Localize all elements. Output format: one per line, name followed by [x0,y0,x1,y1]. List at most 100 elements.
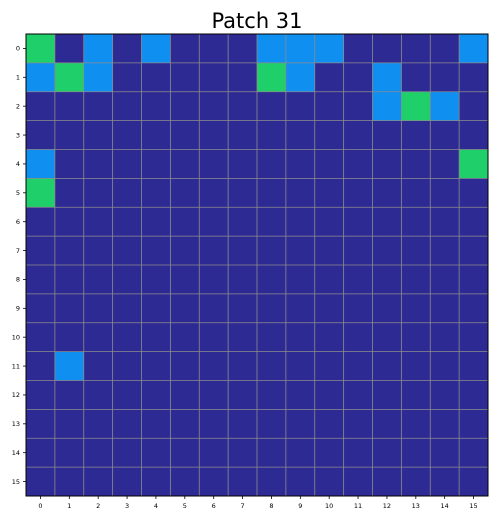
x-tick-label: 4 [154,502,158,510]
heatmap-cell [459,91,489,121]
heatmap-cell [285,409,316,439]
heatmap-cell [199,467,229,497]
heatmap-cell [228,120,258,150]
heatmap-gridlines [26,34,488,496]
heatmap-cell [343,236,373,266]
heatmap-cell [228,467,258,497]
heatmap-cell [430,265,460,295]
heatmap-cell [170,178,200,208]
heatmap-cell [141,120,171,150]
heatmap-cell [343,265,373,295]
heatmap-cell [314,322,344,352]
heatmap-cell [112,34,142,64]
heatmap-cell [314,236,344,266]
heatmap-cell [199,409,229,439]
heatmap-cell [343,149,373,179]
heatmap-cell [83,351,113,381]
heatmap-cell [459,293,489,324]
heatmap-cell [112,236,142,266]
x-tick-label: 3 [125,502,129,510]
heatmap-cell [141,34,171,64]
heatmap-cell [54,91,85,121]
heatmap-cell [141,322,171,352]
heatmap-cell [257,236,287,266]
y-tick-label: 4 [16,160,20,168]
heatmap-cell [314,265,344,295]
heatmap-cell [199,265,229,295]
heatmap-cell [401,409,431,439]
heatmap-cell [343,438,373,468]
heatmap-cell [285,34,316,64]
heatmap-cell [430,380,460,410]
heatmap-cell [401,351,431,381]
heatmap-cell [54,351,85,381]
heatmap-cell [314,34,344,64]
heatmap-cell [372,322,402,352]
heatmap-cell [228,438,258,468]
heatmap-cell [343,207,373,237]
x-tick-label: 10 [325,502,333,510]
heatmap-cell [26,34,56,64]
x-tick-label: 5 [183,502,187,510]
y-tick-label: 7 [16,247,20,255]
heatmap-cell [343,351,373,381]
chart-title: Patch 31 [211,9,302,33]
heatmap-cell [141,293,171,324]
heatmap-cell [285,236,316,266]
y-tick-label: 11 [12,362,20,370]
heatmap-cell [372,207,402,237]
heatmap-cell [199,178,229,208]
heatmap-cell [112,467,142,497]
y-tick-label: 8 [16,276,20,284]
heatmap-cell [170,207,200,237]
heatmap-cell [228,236,258,266]
heatmap-cell [372,34,402,64]
heatmap-cell [112,438,142,468]
heatmap-cell [170,438,200,468]
heatmap-cell [112,62,142,93]
heatmap-cell [170,91,200,121]
heatmap-cell [257,438,287,468]
heatmap-cell [26,207,56,237]
x-tick-label: 0 [38,502,42,510]
heatmap-cell [54,265,85,295]
heatmap-cell [228,62,258,93]
heatmap-cell [343,467,373,497]
heatmap-cell [430,293,460,324]
heatmap-cell [112,91,142,121]
heatmap-cell [199,322,229,352]
heatmap-cell [26,409,56,439]
heatmap-cell [170,120,200,150]
heatmap-cell [430,149,460,179]
heatmap-cell [54,62,85,93]
heatmap-cell [372,467,402,497]
heatmap-cell [401,265,431,295]
heatmap-cell [54,207,85,237]
heatmap-cell [314,293,344,324]
heatmap-cell [141,265,171,295]
heatmap-cell [199,236,229,266]
heatmap-cell [372,380,402,410]
heatmap-cell [83,236,113,266]
heatmap-cell [314,438,344,468]
heatmap-cell [285,380,316,410]
heatmap-cell [285,120,316,150]
heatmap-cell [285,351,316,381]
heatmap-cell [112,178,142,208]
heatmap-cell [83,265,113,295]
heatmap-cell [228,322,258,352]
heatmap-cell [26,265,56,295]
heatmap-cell [257,207,287,237]
heatmap-cell [228,265,258,295]
x-tick-label: 9 [298,502,302,510]
heatmap-cell [141,351,171,381]
heatmap-cell [141,236,171,266]
heatmap-cell [430,322,460,352]
heatmap-cell [141,380,171,410]
heatmap-cell [54,149,85,179]
x-axis: 0 1 2 3 4 5 6 7 8 9 10 11 12 13 14 15 [38,496,478,510]
heatmap-cell [257,380,287,410]
y-tick-label: 5 [16,189,20,197]
heatmap-cell [112,207,142,237]
heatmap-cell [141,91,171,121]
